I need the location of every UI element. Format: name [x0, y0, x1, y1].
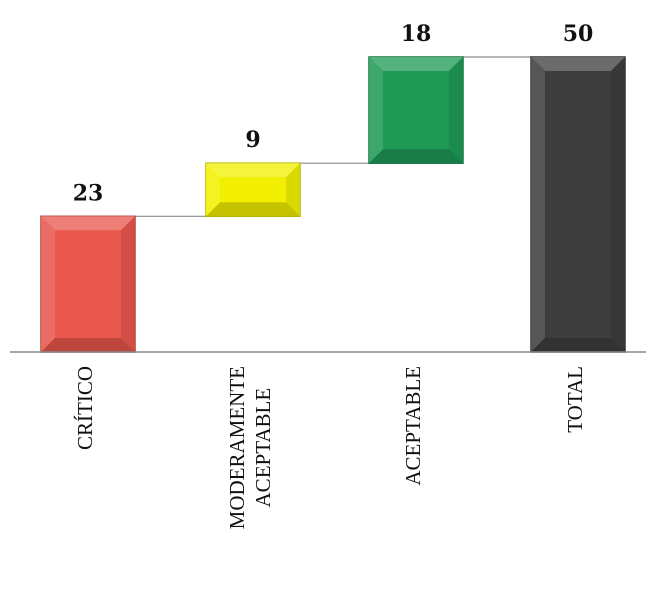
value-label-moderamente-aceptable: 9 [245, 127, 260, 153]
category-label-critico: CRÍTICO [73, 366, 97, 450]
bars-group [40, 56, 626, 353]
bar-moderamente-aceptable [205, 162, 301, 218]
connector-lines [135, 56, 531, 217]
value-label-total: 50 [563, 21, 594, 47]
category-label-aceptable: ACEPTABLE [401, 366, 425, 486]
value-labels-group: 23 9 18 50 [73, 21, 594, 206]
value-label-aceptable: 18 [401, 21, 432, 47]
value-label-critico: 23 [73, 180, 104, 206]
category-labels-group: CRÍTICO MODERAMENTEACEPTABLE ACEPTABLE TOTA… [73, 366, 587, 529]
category-label-moderamente-aceptable: MODERAMENTEACEPTABLE [225, 366, 275, 529]
category-label-total: TOTAL [563, 366, 587, 433]
bar-total [530, 56, 626, 353]
bar-aceptable [368, 56, 464, 164]
bar-critico [40, 215, 136, 353]
